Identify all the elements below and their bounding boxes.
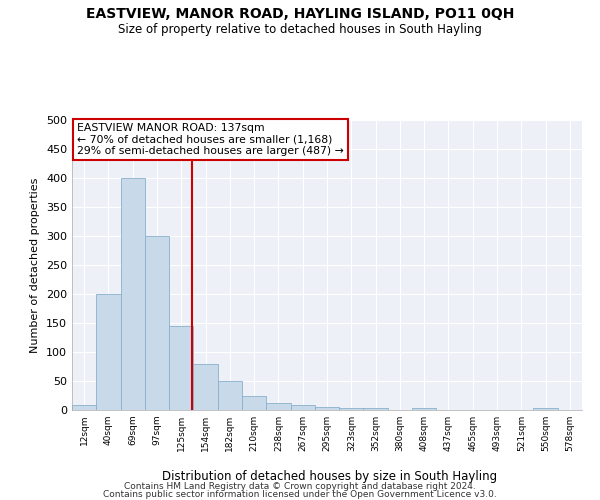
Bar (121, 178, 145, 410)
Y-axis label: Number of detached properties: Number of detached properties (31, 178, 40, 352)
Text: Distribution of detached houses by size in South Hayling: Distribution of detached houses by size … (163, 470, 497, 483)
Bar (339, 408, 364, 410)
Bar (290, 406, 315, 410)
Bar (96, 294, 121, 410)
Bar (72, 406, 96, 410)
Bar (145, 236, 169, 410)
Bar (412, 408, 436, 410)
Bar (315, 407, 339, 410)
Text: EASTVIEW, MANOR ROAD, HAYLING ISLAND, PO11 0QH: EASTVIEW, MANOR ROAD, HAYLING ISLAND, PO… (86, 6, 514, 20)
Bar (242, 396, 266, 410)
Bar (533, 408, 558, 410)
Bar (364, 408, 388, 410)
Text: Contains HM Land Registry data © Crown copyright and database right 2024.: Contains HM Land Registry data © Crown c… (124, 482, 476, 491)
Bar (218, 381, 242, 410)
Text: EASTVIEW MANOR ROAD: 137sqm
← 70% of detached houses are smaller (1,168)
29% of : EASTVIEW MANOR ROAD: 137sqm ← 70% of det… (77, 123, 344, 156)
Text: Contains public sector information licensed under the Open Government Licence v3: Contains public sector information licen… (103, 490, 497, 499)
Bar (266, 403, 290, 410)
Bar (193, 364, 218, 410)
Text: Size of property relative to detached houses in South Hayling: Size of property relative to detached ho… (118, 22, 482, 36)
Bar (169, 326, 193, 410)
